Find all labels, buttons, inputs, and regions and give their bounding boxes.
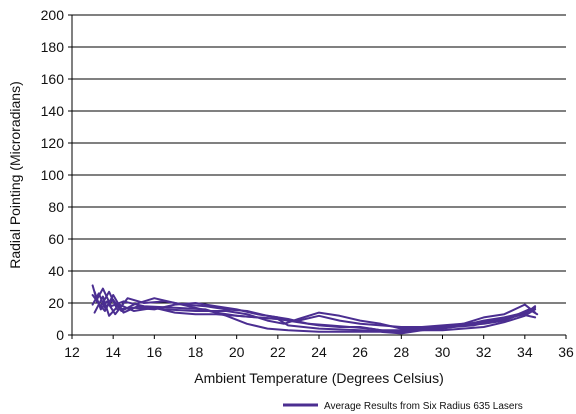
x-tick-label: 14 [105,344,121,360]
legend-label: Average Results from Six Radius 635 Lase… [324,401,523,412]
x-tick-label: 12 [64,344,80,360]
x-tick-label: 36 [558,344,574,360]
y-tick-label: 100 [41,167,65,183]
series-trace-6 [93,290,539,333]
series-traces [91,284,539,335]
x-tick-label: 26 [352,344,368,360]
y-tick-labels: 0 20 40 60 80 100 120 140 160 180 200 [41,7,72,343]
x-tick-label: 22 [270,344,286,360]
series-trace-5 [95,294,537,330]
x-tick-label: 32 [476,344,492,360]
x-tick-label: 18 [188,344,204,360]
y-tick-label: 140 [41,103,65,119]
x-tick-label: 24 [311,344,327,360]
x-axis-title: Ambient Temperature (Degrees Celsius) [194,370,444,386]
series-trace-3 [91,284,537,335]
gridlines [72,14,566,336]
x-tick-label: 30 [435,344,451,360]
y-tick-label: 0 [56,327,64,343]
y-tick-label: 200 [41,7,65,23]
x-tick-label: 34 [517,344,533,360]
y-tick-label: 160 [41,71,65,87]
x-tick-label: 16 [147,344,163,360]
x-tick-label: 28 [394,344,410,360]
x-tick-labels: 12 14 16 18 20 22 24 26 28 30 32 34 36 [64,335,574,360]
y-tick-label: 120 [41,135,65,151]
y-tick-label: 80 [48,199,64,215]
x-tick-label: 20 [229,344,245,360]
y-axis-title: Radial Pointing (Microradians) [7,81,23,269]
y-tick-label: 20 [48,295,64,311]
y-tick-label: 40 [48,263,64,279]
legend: Average Results from Six Radius 635 Lase… [283,401,523,412]
y-tick-label: 180 [41,39,65,55]
y-tick-label: 60 [48,231,64,247]
